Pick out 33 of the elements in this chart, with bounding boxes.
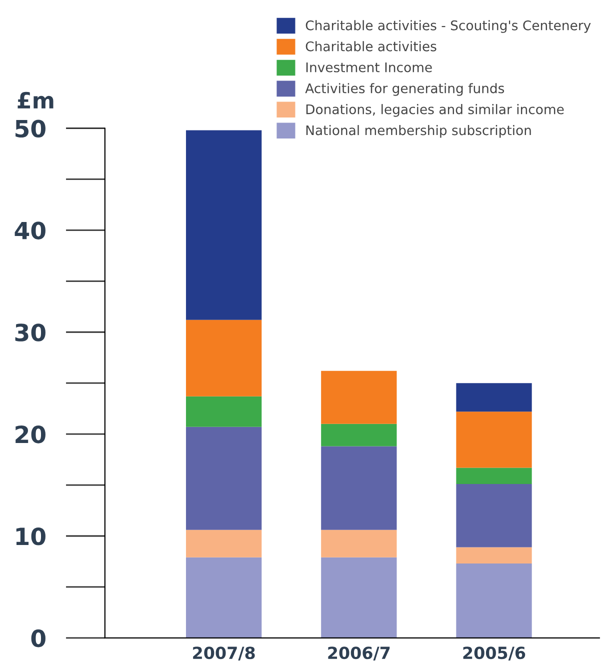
y-tick-label: 20 — [16, 426, 46, 444]
legend-label: Investment Income — [306, 62, 432, 72]
x-tick-label: 2005/6 — [463, 646, 526, 660]
y-tick-label: 40 — [14, 222, 46, 240]
bar — [456, 547, 532, 564]
bar — [321, 370, 397, 424]
bar — [186, 530, 262, 558]
y-axis-title: £m — [18, 92, 54, 108]
legend-label: Charitable activities - Scouting's Centenery — [306, 20, 591, 33]
y-tick-label: 10 — [16, 527, 46, 546]
x-tick-label: 2007/8 — [193, 646, 255, 660]
x-tick-label: 2006/7 — [328, 646, 390, 660]
y-tick-label: 30 — [15, 324, 46, 342]
bar — [321, 424, 397, 446]
bar — [456, 383, 532, 412]
y-tick-label: 50 — [16, 120, 46, 138]
bar — [186, 557, 262, 638]
bar — [186, 130, 262, 320]
bar — [321, 530, 397, 558]
y-tick-label: 0 — [31, 629, 46, 648]
bar — [456, 564, 532, 638]
bar — [321, 446, 397, 530]
bar — [186, 426, 262, 530]
bar — [321, 557, 397, 638]
bar — [186, 396, 262, 427]
legend-label: Donations, legacies and similar income — [306, 104, 564, 117]
bar — [186, 320, 262, 396]
legend-label: Activities for generating funds — [305, 83, 504, 96]
legend-label: Charitable activities — [306, 41, 436, 52]
legend-label: National membership subscription — [306, 125, 531, 138]
bar — [456, 412, 532, 468]
bar — [456, 484, 532, 548]
bar — [456, 468, 532, 484]
